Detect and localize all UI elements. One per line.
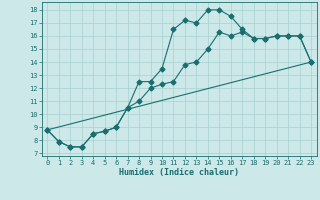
X-axis label: Humidex (Indice chaleur): Humidex (Indice chaleur) [119, 168, 239, 177]
